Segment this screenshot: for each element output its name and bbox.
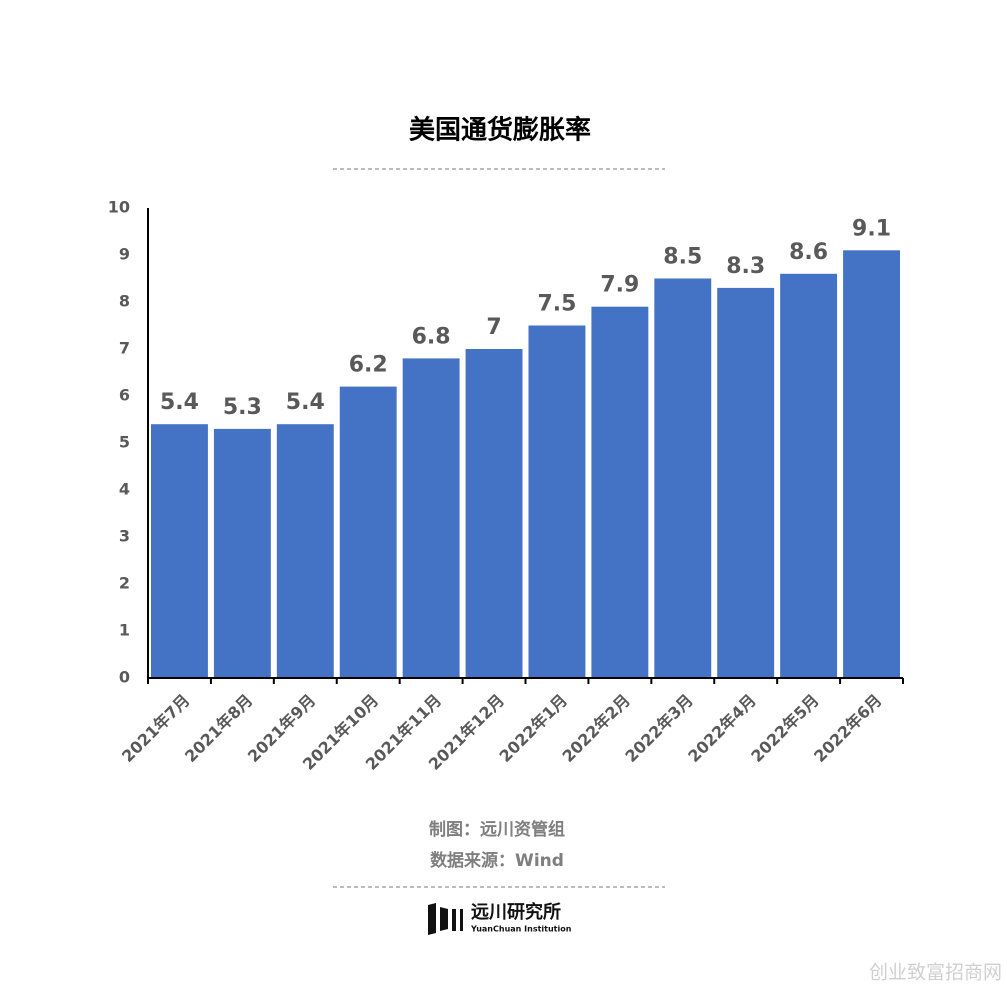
bar — [402, 358, 460, 678]
y-tick-label: 7 — [119, 339, 130, 358]
data-label: 5.4 — [286, 390, 325, 415]
bar — [528, 325, 586, 678]
data-label: 8.3 — [726, 254, 765, 279]
data-label: 6.2 — [349, 353, 388, 378]
bar — [151, 424, 208, 678]
bar — [654, 278, 712, 678]
data-label: 7.9 — [600, 273, 639, 298]
data-label: 5.4 — [160, 390, 199, 415]
y-tick-label: 6 — [119, 386, 130, 405]
bar — [213, 428, 271, 678]
data-label: 6.8 — [412, 324, 451, 349]
y-tick-label: 1 — [119, 621, 130, 640]
logo-icon — [428, 903, 463, 935]
data-label: 7.5 — [537, 292, 576, 317]
data-label: 8.6 — [789, 240, 828, 265]
bar — [717, 287, 775, 678]
bar — [465, 349, 523, 678]
data-label: 5.3 — [223, 395, 262, 420]
data-label: 9.1 — [852, 216, 891, 241]
y-tick-label: 10 — [108, 198, 130, 217]
chart-title: 美国通货膨胀率 — [409, 115, 591, 146]
y-tick-label: 5 — [119, 433, 130, 452]
y-tick-label: 2 — [119, 574, 130, 593]
y-tick-label: 4 — [119, 480, 130, 499]
source: 数据来源：Wind — [430, 850, 564, 871]
data-label: 8.5 — [663, 245, 702, 270]
bar — [780, 273, 838, 678]
y-tick-label: 9 — [119, 245, 130, 264]
logo-name: 远川研究所 — [471, 901, 561, 923]
bar — [843, 250, 900, 679]
bar — [276, 424, 334, 678]
y-tick-label: 8 — [119, 292, 130, 311]
y-tick-label: 0 — [119, 668, 130, 687]
logo-subtitle: YuanChuan Institution — [470, 925, 572, 934]
y-tick-label: 3 — [119, 527, 130, 546]
bar — [339, 386, 397, 678]
data-label: 7 — [486, 315, 501, 340]
credit: 制图：远川资管组 — [429, 819, 565, 840]
bar — [591, 306, 649, 678]
watermark: 创业致富招商网 — [869, 962, 1002, 984]
